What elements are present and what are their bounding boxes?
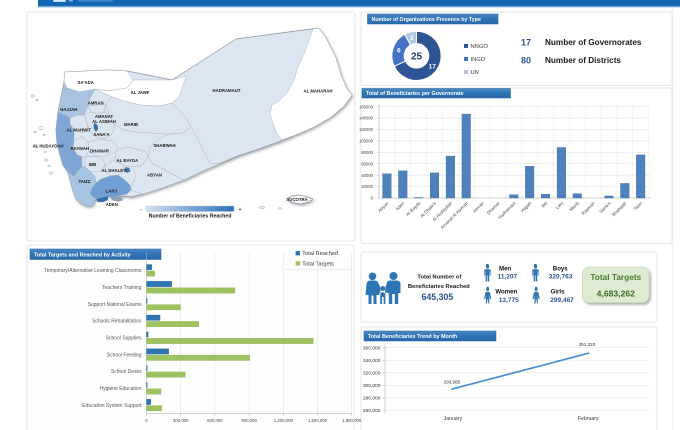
- svg-text:AL HUDAYDAH: AL HUDAYDAH: [32, 144, 63, 149]
- svg-text:293,985: 293,985: [444, 379, 461, 384]
- svg-text:20000: 20000: [361, 184, 373, 189]
- svg-text:600,000: 600,000: [207, 418, 223, 423]
- svg-text:11,207: 11,207: [498, 273, 518, 280]
- svg-text:Support National Exams: Support National Exams: [88, 302, 142, 308]
- svg-text:80: 80: [521, 56, 531, 66]
- svg-text:160000: 160000: [359, 104, 374, 109]
- svg-text:HADRAMAUT: HADRAMAUT: [213, 88, 241, 93]
- svg-text:School Feeding: School Feeding: [107, 352, 142, 358]
- svg-text:DHAMAR: DHAMAR: [90, 148, 110, 153]
- svg-text:AL MAHWIT: AL MAHWIT: [67, 127, 92, 132]
- svg-text:280,000: 280,000: [363, 396, 381, 402]
- svg-text:4,683,262: 4,683,262: [597, 289, 635, 299]
- svg-text:Total Targets: Total Targets: [302, 261, 334, 267]
- svg-text:300,000: 300,000: [363, 383, 381, 389]
- svg-text:Men: Men: [499, 266, 511, 273]
- svg-text:Number of Governorates: Number of Governorates: [545, 38, 642, 47]
- svg-text:Teachers Training: Teachers Training: [102, 285, 142, 291]
- svg-text:School Supplies: School Supplies: [106, 336, 142, 342]
- svg-text:Lahj: Lahj: [555, 201, 565, 211]
- svg-text:Total of Beneficiaries per Gov: Total of Beneficiaries per Governorate: [366, 91, 464, 97]
- svg-text:AMANAT: AMANAT: [95, 114, 114, 119]
- svg-text:Ibb: Ibb: [540, 200, 548, 208]
- svg-text:Taizz: Taizz: [633, 200, 644, 211]
- svg-text:February: February: [578, 416, 599, 422]
- svg-text:Number of Organizations Presen: Number of Organizations Presence by Type: [372, 17, 481, 23]
- svg-text:Number of Beneficiaries Reache: Number of Beneficiaries Reached: [149, 214, 232, 220]
- svg-text:AMRAN: AMRAN: [88, 101, 104, 106]
- svg-text:17: 17: [429, 63, 437, 70]
- svg-text:AL BAYDA: AL BAYDA: [117, 158, 139, 163]
- svg-text:1,800,000: 1,800,000: [342, 418, 362, 423]
- svg-text:Girls: Girls: [551, 288, 565, 295]
- svg-text:60000: 60000: [361, 161, 373, 166]
- svg-text:Total Targets: Total Targets: [590, 272, 641, 282]
- svg-text:MARIB: MARIB: [124, 122, 138, 127]
- svg-text:Schools Rehabilitation: Schools Rehabilitation: [92, 319, 142, 325]
- svg-text:Beneficiaries Reached: Beneficiaries Reached: [408, 284, 470, 290]
- svg-text:25: 25: [411, 51, 423, 62]
- svg-text:Total Beneficiaries Trend by M: Total Beneficiaries Trend by Month: [368, 334, 457, 340]
- svg-text:-: -: [140, 207, 142, 213]
- svg-text:School Desks: School Desks: [111, 369, 142, 375]
- svg-text:Education System Support: Education System Support: [82, 403, 142, 409]
- svg-text:320,763: 320,763: [549, 273, 573, 280]
- svg-text:Boys: Boys: [553, 266, 569, 273]
- svg-text:HAJJAH: HAJJAH: [60, 107, 77, 112]
- svg-text:ADEN: ADEN: [106, 202, 118, 207]
- svg-text:80000: 80000: [361, 150, 373, 155]
- svg-text:Total Targets and Reached by: Total Targets and Reached by Activity: [34, 253, 131, 259]
- svg-text:IBB: IBB: [89, 162, 96, 167]
- svg-text:17: 17: [521, 38, 531, 48]
- svg-text:+: +: [239, 207, 242, 213]
- svg-text:NNGO: NNGO: [471, 44, 489, 50]
- svg-text:2: 2: [410, 35, 414, 42]
- svg-text:100000: 100000: [359, 139, 374, 144]
- svg-text:SANA'A: SANA'A: [93, 132, 109, 137]
- svg-text:LAHJ: LAHJ: [106, 189, 118, 194]
- svg-text:AL MAHARAH: AL MAHARAH: [303, 89, 332, 94]
- svg-text:1,200,000: 1,200,000: [274, 418, 294, 423]
- svg-text:1,500,000: 1,500,000: [308, 418, 328, 423]
- svg-text:AL ASIMAH: AL ASIMAH: [92, 119, 116, 124]
- svg-text:INGO: INGO: [471, 57, 486, 63]
- svg-text:Temporary/Alternative Learning: Temporary/Alternative Learning Classroom…: [44, 268, 142, 274]
- svg-text:AL JAWF: AL JAWF: [131, 90, 150, 95]
- svg-text:351,320: 351,320: [579, 342, 596, 347]
- svg-text:AL DHALE'E: AL DHALE'E: [101, 168, 127, 173]
- svg-text:260,000: 260,000: [363, 408, 381, 414]
- svg-text:Hygiene Education: Hygiene Education: [100, 386, 142, 392]
- svg-text:645,305: 645,305: [421, 292, 453, 302]
- svg-text:340,000: 340,000: [363, 358, 381, 364]
- svg-text:January: January: [444, 416, 463, 422]
- svg-text:Total Number of: Total Number of: [417, 275, 461, 281]
- svg-text:SA'ADA: SA'ADA: [78, 80, 94, 85]
- svg-text:900,000: 900,000: [241, 418, 257, 423]
- svg-text:40000: 40000: [361, 173, 373, 178]
- svg-text:SOCOTRA: SOCOTRA: [286, 197, 308, 202]
- svg-text:Marib: Marib: [568, 200, 580, 212]
- svg-text:Number of Districts: Number of Districts: [545, 56, 621, 65]
- svg-text:UN: UN: [471, 70, 479, 76]
- svg-text:300,000: 300,000: [173, 418, 189, 423]
- svg-text:6: 6: [397, 47, 401, 54]
- svg-text:0: 0: [145, 418, 148, 423]
- svg-text:320,000: 320,000: [363, 371, 381, 377]
- svg-text:13,775: 13,775: [499, 297, 519, 304]
- svg-text:TAIZZ: TAIZZ: [78, 179, 90, 184]
- svg-text:SHABWAH: SHABWAH: [153, 143, 175, 148]
- svg-text:0: 0: [371, 196, 374, 201]
- svg-text:ABYAN: ABYAN: [147, 173, 162, 178]
- svg-text:360,000: 360,000: [363, 346, 381, 352]
- svg-text:RAYMAH: RAYMAH: [71, 146, 89, 151]
- svg-text:120000: 120000: [359, 127, 374, 132]
- svg-text:Women: Women: [495, 288, 517, 295]
- svg-text:Total Reached: Total Reached: [302, 251, 338, 257]
- svg-text:299,467: 299,467: [550, 297, 574, 304]
- svg-text:Aden: Aden: [395, 200, 406, 211]
- svg-text:140000: 140000: [359, 116, 374, 121]
